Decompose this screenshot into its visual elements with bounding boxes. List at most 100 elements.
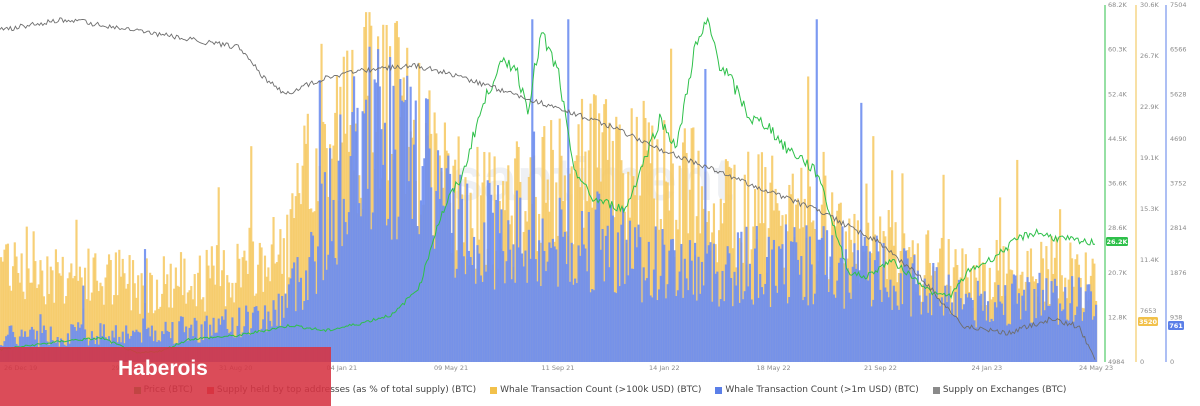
whale-1m-bar [711,301,714,362]
whale-1m-bar [161,331,164,362]
whale-100k-bar [550,120,553,362]
whale-100k-bar [574,160,577,362]
whale-1m-bar [1064,287,1067,362]
whale-1m-bar [666,284,669,362]
whale-1m-bar [412,144,416,362]
whale-100k-bar [241,257,244,362]
whale-1m-bar [296,257,299,362]
whale-100k-tick-label: 19.1K [1140,154,1159,162]
whale-1m-bar [661,229,664,362]
whale-1m-bar [1045,278,1048,362]
whale-1m-bar [39,314,42,362]
whale-1m-bar [589,292,592,362]
whale-100k-bar [568,173,572,362]
whale-100k-bar [197,272,200,362]
whale-100k-bar [92,257,95,362]
whale-1m-bar [903,248,906,362]
whale-1m-bar [71,324,75,362]
whale-1m-bar [563,231,566,362]
whale-1m-bar [789,241,793,362]
whale-1m-bar [385,225,388,362]
whale-1m-bar [346,234,349,362]
whale-1m-bar [894,291,897,362]
legend-item[interactable]: Whale Transaction Count (>1m USD) (BTC) [715,385,919,395]
whale-1m-bar [442,205,445,362]
whale-1m-bar [397,216,400,362]
whale-1m-bar [1024,310,1027,362]
whale-1m-bar [776,292,779,362]
whale-1m-bar [779,248,782,362]
whale-1m-bar [963,304,966,362]
legend-item[interactable]: Supply on Exchanges (BTC) [932,385,1066,395]
whale-100k-bar [666,182,669,362]
whale-1m-bar [839,257,842,362]
whale-1m-bar [784,224,787,362]
whale-1m-bar [315,293,318,362]
whale-100k-bar [183,258,186,362]
whale-100k-bar [73,275,76,362]
legend-swatch [715,386,723,394]
whale-1m-bar [317,246,320,362]
whale-1m-bar [572,284,575,362]
whale-1m-bar [834,297,837,362]
whale-1m-bar [255,306,258,362]
whale-100k-bar [975,277,978,362]
whale-1m-bar [969,297,973,362]
whale-100k-bar [121,258,124,362]
whale-100k-bar [718,230,721,362]
whale-100k-bar [226,275,229,362]
whale-100k-bar [166,274,169,362]
whale-1m-bar [999,301,1002,362]
whale-100k-bar [618,124,621,362]
whale-1m-bar [406,75,409,363]
whale-1m-tick-label: 4690 [1170,135,1187,143]
whale-1m-bar [370,229,373,362]
whale-100k-bar [801,227,805,362]
price-tick-label: 20.7K [1108,269,1127,277]
whale-1m-bar [77,322,80,362]
whale-1m-bar [341,246,344,362]
whale-100k-bar [66,278,69,362]
whale-100k-bar [8,285,11,362]
whale-1m-bar [956,317,959,362]
whale-1m-bar [647,241,650,362]
whale-1m-bar [682,297,685,362]
whale-1m-bar [274,309,277,362]
whale-1m-bar [820,237,823,362]
whale-1m-bars [0,19,1098,363]
whale-1m-bar [23,331,27,362]
whale-1m-bar [803,296,806,362]
whale-1m-bar [503,283,506,362]
whale-100k-bar [221,270,224,362]
whale-1m-bar [884,287,887,362]
whale-100k-bar [649,163,652,362]
whale-1m-bar [801,300,805,362]
whale-1m-bar [861,245,865,362]
whale-1m-bar [10,325,13,362]
whale-100k-bar [25,226,28,362]
whale-1m-bar [637,224,640,362]
whale-1m-bar [1079,287,1082,362]
whale-1m-bar [430,187,433,362]
whale-1m-bar [678,271,681,362]
whale-1m-bar [877,251,880,362]
whale-100k-bar [999,197,1002,362]
whale-1m-bar [752,304,755,362]
whale-100k-bar [325,148,328,362]
whale-1m-bar [771,249,774,362]
whale-1m-bar [909,316,913,362]
whale-1m-bar [742,299,745,362]
whale-1m-bar [322,280,325,362]
whale-1m-bar [728,253,731,362]
whale-1m-bar [553,246,556,362]
whale-1m-bar [147,327,150,362]
whale-1m-bar [293,262,296,362]
whale-1m-bar [436,150,440,362]
whale-1m-bar [193,317,196,362]
legend-item[interactable]: Whale Transaction Count (>100k USD) (BTC… [490,385,701,395]
whale-1m-bar [371,212,375,362]
whale-1m-bar [623,283,626,362]
whale-1m-bar [740,231,743,362]
whale-1m-bar [918,295,921,362]
whale-1m-bar [538,240,541,362]
